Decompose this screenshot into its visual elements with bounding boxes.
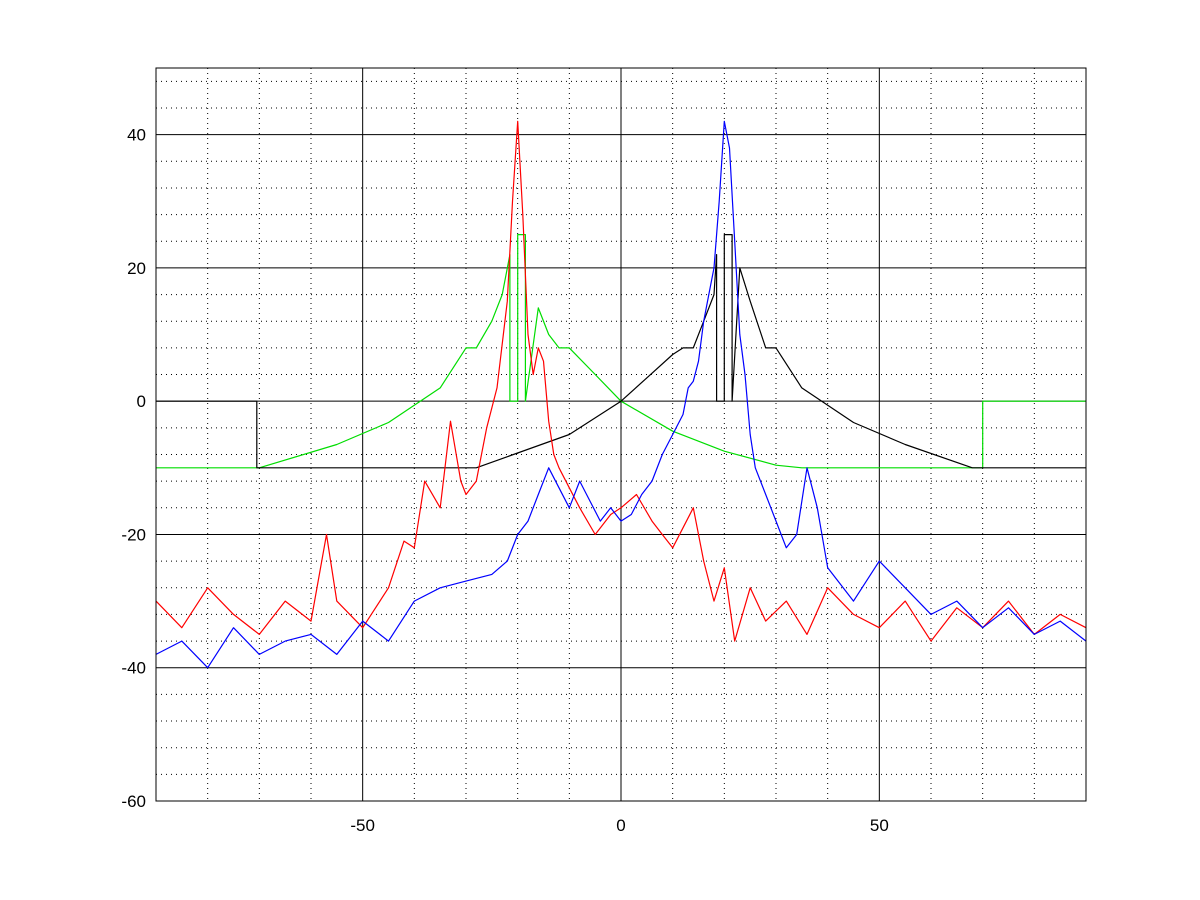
y-tick-label: -20 — [121, 525, 146, 544]
y-tick-label: -60 — [121, 792, 146, 811]
series-line-2 — [155, 120, 1087, 642]
y-tick-label: 40 — [127, 126, 146, 145]
major-grid — [156, 68, 1086, 802]
x-tick-labels: -50 0 50 — [350, 816, 888, 835]
plot-frame — [155, 67, 1087, 802]
series-line-3 — [155, 120, 1087, 669]
series-line-1 — [156, 234, 1086, 469]
x-tick-label: -50 — [350, 816, 375, 835]
x-tick-label: 50 — [870, 816, 889, 835]
y-tick-labels: -60 -40 -20 0 20 40 — [121, 126, 146, 811]
y-tick-label: 20 — [127, 259, 146, 278]
y-tick-label: -40 — [121, 659, 146, 678]
series-line-0 — [156, 234, 1086, 469]
y-tick-label: 0 — [137, 392, 146, 411]
series-layer — [155, 120, 1087, 669]
x-tick-label: 0 — [616, 816, 625, 835]
